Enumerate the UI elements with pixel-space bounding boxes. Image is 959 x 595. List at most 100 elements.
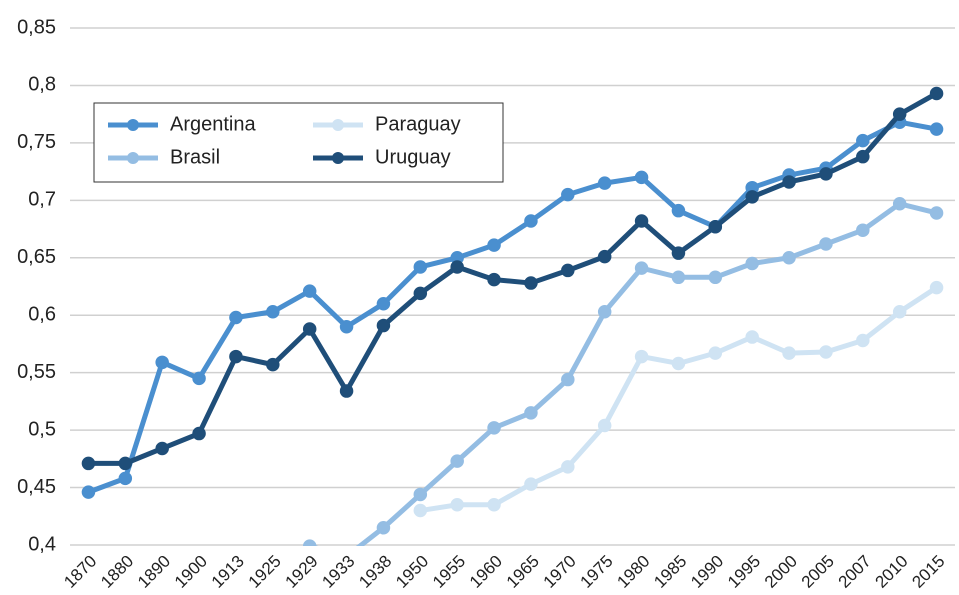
data-point <box>302 539 317 546</box>
data-point <box>118 456 133 471</box>
legend-marker <box>332 119 344 131</box>
data-point <box>745 330 759 344</box>
data-point <box>413 487 428 502</box>
data-point <box>819 345 833 359</box>
legend-marker <box>127 119 139 131</box>
x-tick-label: 1925 <box>245 552 285 592</box>
plot-area <box>81 86 944 546</box>
data-point <box>413 286 428 301</box>
data-point <box>413 503 428 518</box>
x-tick-label: 1950 <box>392 552 432 592</box>
x-tick-label: 1980 <box>613 552 653 592</box>
data-point <box>302 322 317 336</box>
data-point <box>339 384 354 398</box>
data-point <box>229 310 243 325</box>
data-point <box>892 197 907 211</box>
data-point <box>929 122 944 136</box>
data-point <box>118 471 133 486</box>
data-point <box>487 238 501 252</box>
data-point <box>856 333 870 348</box>
data-point <box>376 318 391 333</box>
data-point <box>634 170 649 185</box>
y-tick-label: 0,75 <box>17 131 56 153</box>
data-point <box>819 167 833 181</box>
data-point <box>450 260 464 274</box>
x-tick-label: 2005 <box>798 552 838 592</box>
data-point <box>413 260 428 274</box>
y-tick-label: 0,65 <box>17 246 56 268</box>
data-point <box>819 237 833 251</box>
legend-label: Argentina <box>170 113 256 135</box>
series-line <box>309 201 938 546</box>
data-point <box>671 246 686 260</box>
x-tick-label: 1938 <box>355 552 395 592</box>
legend-marker <box>332 152 344 164</box>
data-point <box>524 406 538 420</box>
x-tick-label: 2007 <box>835 552 875 592</box>
data-point <box>155 355 169 370</box>
data-point <box>376 521 391 535</box>
data-point <box>561 460 575 474</box>
y-tick-label: 0,55 <box>17 361 56 383</box>
x-tick-label: 1933 <box>318 552 358 592</box>
data-point <box>929 86 944 101</box>
data-point <box>524 477 538 491</box>
data-point <box>192 426 206 441</box>
y-tick-label: 0,8 <box>28 74 56 96</box>
data-point <box>450 454 464 468</box>
data-point <box>487 421 501 435</box>
x-tick-label: 1970 <box>540 552 580 592</box>
data-point <box>671 203 686 218</box>
x-tick-label: 1900 <box>171 552 211 592</box>
data-point <box>487 272 501 287</box>
x-tick-label: 1929 <box>282 552 322 592</box>
data-point <box>302 284 317 298</box>
y-tick-label: 0,5 <box>28 418 56 440</box>
data-point <box>155 441 169 456</box>
data-point <box>782 346 796 360</box>
legend-box <box>93 102 504 183</box>
data-point <box>597 249 612 264</box>
data-point <box>597 176 612 190</box>
data-point <box>671 356 686 371</box>
data-point <box>339 319 354 334</box>
legend-label: Brasil <box>170 146 220 168</box>
x-tick-label: 1960 <box>466 552 506 592</box>
data-point <box>782 175 796 189</box>
x-tick-label: 1995 <box>724 552 764 592</box>
y-tick-label: 0,45 <box>17 476 56 498</box>
data-point <box>856 223 870 237</box>
legend-label: Paraguay <box>375 113 461 135</box>
y-tick-label: 0,7 <box>28 189 56 211</box>
data-point <box>745 256 759 271</box>
data-point <box>192 371 206 386</box>
data-point <box>487 498 501 512</box>
data-point <box>634 261 649 275</box>
data-point <box>708 220 723 234</box>
x-tick-label: 2000 <box>761 552 801 592</box>
x-tick-label: 1955 <box>429 552 469 592</box>
data-point <box>81 485 96 499</box>
data-point <box>266 305 280 319</box>
y-tick-label: 0,6 <box>28 304 56 326</box>
data-point <box>597 305 612 319</box>
data-point <box>561 187 575 202</box>
data-point <box>597 418 612 433</box>
data-point <box>856 133 870 148</box>
data-point <box>892 107 907 121</box>
legend-label: Uruguay <box>375 146 451 168</box>
data-point <box>929 206 944 220</box>
data-point <box>892 305 907 319</box>
x-tick-label: 1985 <box>650 552 690 592</box>
legend-marker <box>127 152 139 164</box>
x-tick-label: 2010 <box>872 552 912 592</box>
data-point <box>708 346 723 360</box>
data-point <box>561 263 575 278</box>
data-point <box>782 251 796 265</box>
x-tick-label: 1890 <box>134 552 174 592</box>
data-point <box>229 349 243 364</box>
x-tick-label: 1913 <box>208 552 248 592</box>
data-point <box>81 456 96 471</box>
data-point <box>634 349 649 364</box>
